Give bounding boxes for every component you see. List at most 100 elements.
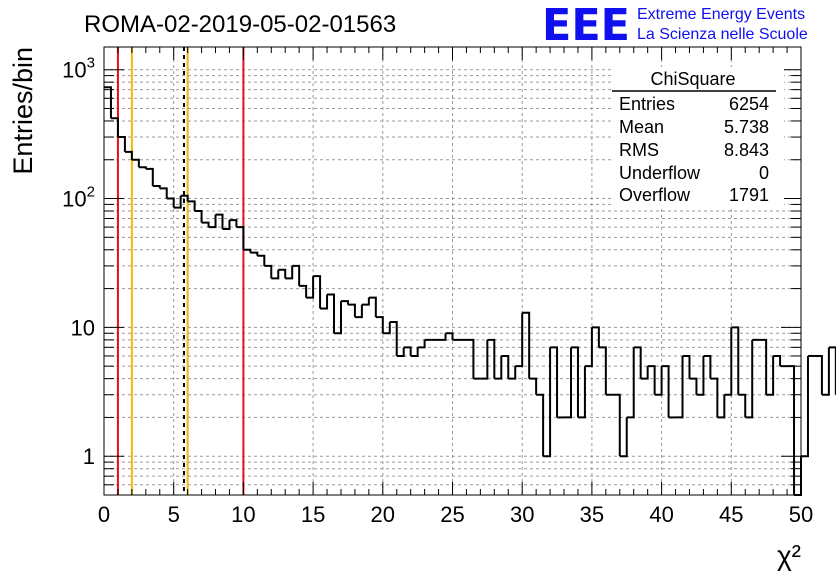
eee-logo-line2: La Scienza nelle Scuole xyxy=(637,26,808,43)
histogram-bin xyxy=(766,355,775,396)
histogram-bin xyxy=(194,210,203,223)
histogram-bin xyxy=(173,195,182,209)
stats-label-entries: Entries xyxy=(619,94,675,114)
histogram-bin xyxy=(104,86,112,119)
histogram-bin xyxy=(229,219,238,228)
histogram-bin xyxy=(382,322,391,335)
histogram-bin xyxy=(612,393,621,457)
histogram-bin xyxy=(368,296,377,318)
x-tick-label: 10 xyxy=(231,502,255,527)
histogram-bin xyxy=(438,333,447,341)
x-axis-label: χ² xyxy=(777,540,801,571)
histogram-bin xyxy=(564,347,572,419)
histogram-bin xyxy=(703,354,712,379)
histogram-bin xyxy=(814,354,823,395)
histogram-bin xyxy=(570,346,579,418)
histogram-bin xyxy=(257,254,266,266)
histogram-bin xyxy=(773,354,782,367)
stats-value-mean: 5.738 xyxy=(724,117,769,137)
histogram-bin xyxy=(689,377,698,395)
run-title: ROMA-02-2019-05-02-01563 xyxy=(84,11,396,38)
x-tick-label: 40 xyxy=(649,502,673,527)
histogram-bin xyxy=(403,346,412,356)
histogram-bin xyxy=(117,136,126,152)
histogram-bin xyxy=(327,293,336,334)
histogram-bin xyxy=(801,355,809,458)
stats-value-overflow: 1791 xyxy=(729,185,769,205)
histogram-bin xyxy=(654,366,663,396)
histogram-bin xyxy=(347,303,356,318)
y-axis-label: Entries/bin xyxy=(8,47,38,175)
histogram-bin xyxy=(271,269,280,280)
histogram-bin xyxy=(285,265,294,280)
stats-box-title: ChiSquare xyxy=(650,69,735,89)
histogram-bin xyxy=(745,339,754,419)
histogram-bin xyxy=(445,332,454,340)
axis-ticks xyxy=(103,47,802,495)
histogram-bin xyxy=(110,117,119,138)
histogram-bin xyxy=(633,346,642,379)
stats-label-rms: RMS xyxy=(619,140,659,160)
histogram-bin xyxy=(320,294,329,310)
eee-logo-text: EEE xyxy=(542,0,630,51)
histogram-bin xyxy=(354,304,363,319)
histogram-bin xyxy=(375,316,384,334)
histogram-bin xyxy=(131,158,140,168)
histogram-bin xyxy=(577,366,586,419)
x-tick-label: 0 xyxy=(98,502,110,527)
x-tick-label: 20 xyxy=(371,502,395,527)
histogram-bin xyxy=(501,354,510,379)
x-tick-label: 35 xyxy=(580,502,604,527)
histogram-bin xyxy=(591,326,600,348)
histogram-bin xyxy=(187,200,196,212)
histogram-bin xyxy=(731,326,740,395)
histogram-bin xyxy=(361,297,370,306)
stats-value-underflow: 0 xyxy=(759,163,769,183)
histogram-bin xyxy=(278,268,287,279)
stats-value-entries: 6254 xyxy=(729,94,769,114)
histogram-bin xyxy=(215,213,224,230)
histogram-bin xyxy=(543,347,552,458)
histogram-bin xyxy=(647,365,656,395)
x-tick-labels: 0 5 10 15 20 25 30 35 40 45 50 xyxy=(98,502,813,527)
histogram-bin xyxy=(675,355,684,419)
histogram-bin xyxy=(738,393,747,418)
eee-logo: EEE Extreme Energy Events La Scienza nel… xyxy=(542,0,808,51)
y-tick-label: 103 xyxy=(62,55,95,83)
histogram-bin xyxy=(626,347,635,419)
histogram-bin xyxy=(340,300,349,305)
histogram-bin xyxy=(334,301,342,335)
histogram-bin xyxy=(389,321,398,356)
histogram-bin xyxy=(466,338,475,379)
histogram-bin xyxy=(243,248,252,253)
stats-label-underflow: Underflow xyxy=(619,163,701,183)
histogram-bin xyxy=(208,214,217,229)
y-tick-label: 10 xyxy=(71,315,95,340)
histogram-bin xyxy=(759,338,768,395)
histogram-bin xyxy=(508,366,517,380)
stats-label-overflow: Overflow xyxy=(619,185,691,205)
histogram-bin xyxy=(536,393,545,457)
histogram-bin xyxy=(138,166,147,169)
stats-box: ChiSquare Entries 6254 Mean 5.738 RMS 8.… xyxy=(612,67,784,207)
y-tick-label: 1 xyxy=(83,444,95,469)
histogram-bin xyxy=(584,327,593,368)
eee-logo-line1: Extreme Energy Events xyxy=(637,6,805,23)
stats-label-mean: Mean xyxy=(619,117,664,137)
y-tick-label: 102 xyxy=(62,184,95,212)
reference-lines xyxy=(116,47,245,495)
histogram-bin xyxy=(166,197,175,208)
histogram-bin xyxy=(313,275,322,309)
histogram-bin xyxy=(180,194,189,202)
histogram-bin xyxy=(250,251,259,256)
histogram-bin xyxy=(417,339,426,349)
histogram-series xyxy=(104,86,836,496)
x-tick-label: 45 xyxy=(719,502,743,527)
histogram-bin xyxy=(724,327,733,396)
histogram-bin xyxy=(480,339,489,380)
histogram-bin xyxy=(306,276,315,299)
histogram-bin xyxy=(124,150,133,160)
histogram-bin xyxy=(682,354,691,379)
histogram-bin xyxy=(696,355,705,396)
